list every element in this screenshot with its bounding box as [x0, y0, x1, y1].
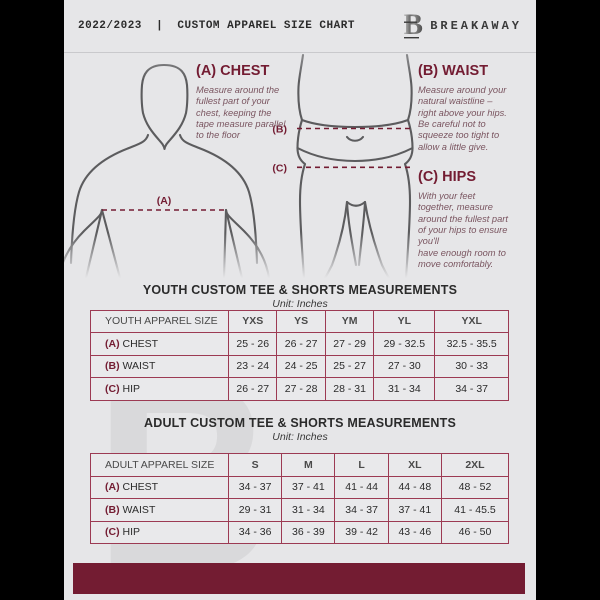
svg-text:(C): (C) [272, 162, 287, 174]
svg-text:B: B [404, 12, 423, 40]
svg-text:(A): (A) [157, 195, 172, 207]
